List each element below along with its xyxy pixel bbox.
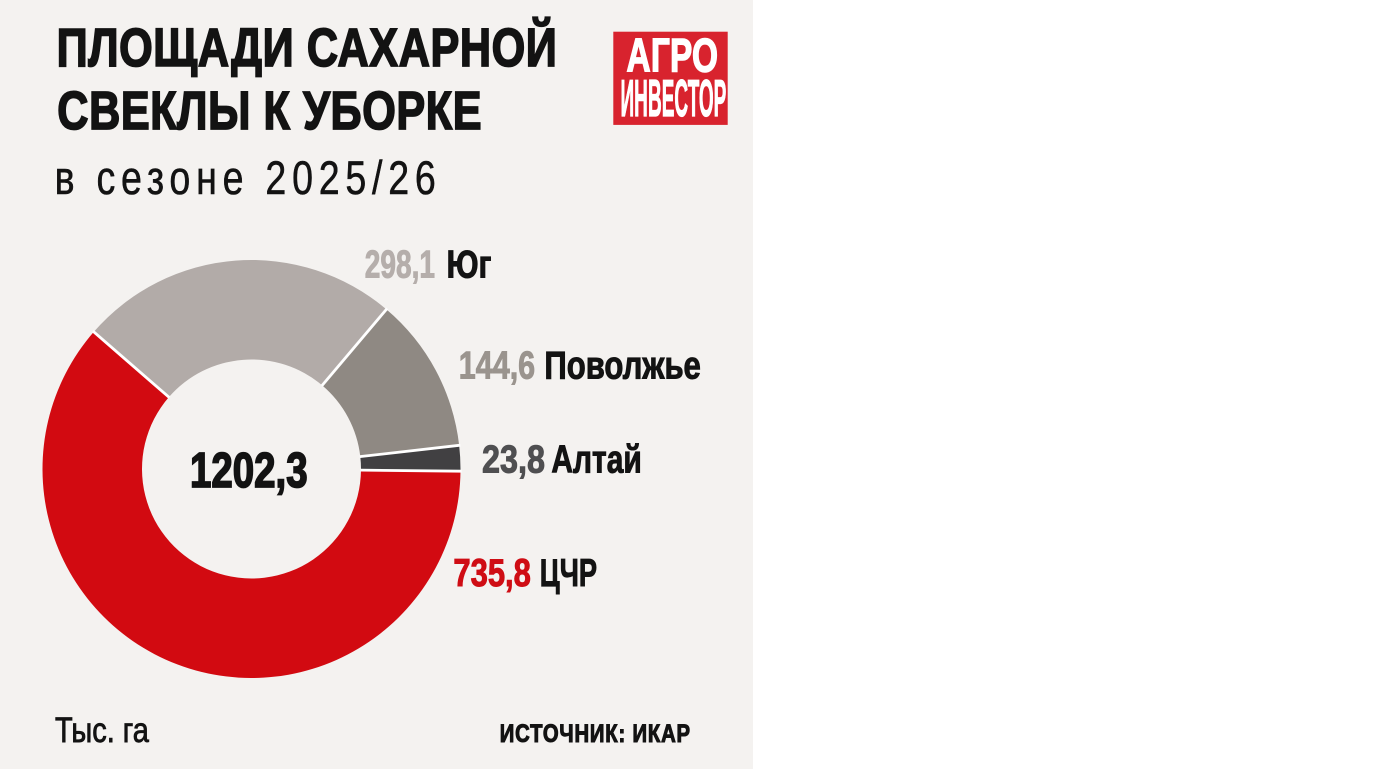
svg-text:ПЛОЩАДИ САХАРНОЙ: ПЛОЩАДИ САХАРНОЙ	[57, 17, 557, 78]
svg-text:23,8: 23,8	[482, 438, 545, 482]
svg-text:ИСТОЧНИК: ИКАР: ИСТОЧНИК: ИКАР	[500, 720, 690, 747]
svg-text:ЦЧР: ЦЧР	[540, 551, 597, 595]
svg-text:Тыс. га: Тыс. га	[55, 710, 149, 749]
svg-text:298,1: 298,1	[365, 242, 435, 286]
svg-text:СВЕКЛЫ К УБОРКЕ: СВЕКЛЫ К УБОРКЕ	[57, 82, 481, 142]
svg-text:735,8: 735,8	[453, 551, 530, 595]
svg-text:144,6: 144,6	[459, 344, 535, 388]
svg-text:Алтай: Алтай	[551, 438, 641, 482]
svg-text:Юг: Юг	[447, 242, 492, 286]
svg-text:ИНВЕСТОР: ИНВЕСТОР	[621, 71, 727, 128]
svg-text:1202,3: 1202,3	[190, 442, 308, 498]
svg-text:Поволжье: Поволжье	[544, 344, 700, 388]
svg-text:АГРО: АГРО	[627, 29, 719, 82]
